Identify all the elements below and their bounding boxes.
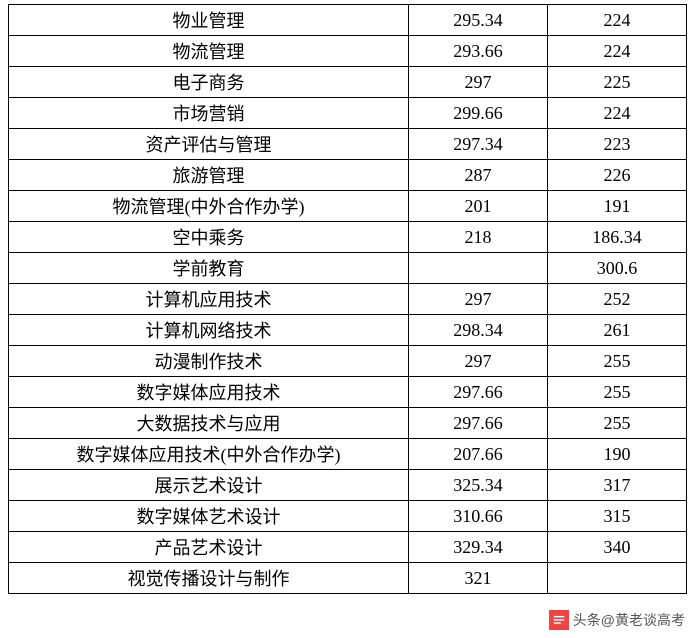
cell-major-name: 物流管理(中外合作办学) bbox=[9, 191, 409, 222]
cell-value-1: 297.66 bbox=[409, 408, 548, 439]
cell-value-1: 297 bbox=[409, 67, 548, 98]
cell-value-2: 224 bbox=[548, 5, 687, 36]
table-row: 计算机网络技术298.34261 bbox=[9, 315, 687, 346]
cell-value-1: 297.66 bbox=[409, 377, 548, 408]
cell-value-2: 190 bbox=[548, 439, 687, 470]
cell-major-name: 市场营销 bbox=[9, 98, 409, 129]
cell-value-2 bbox=[548, 563, 687, 594]
cell-value-2: 261 bbox=[548, 315, 687, 346]
table-row: 空中乘务218186.34 bbox=[9, 222, 687, 253]
table-row: 旅游管理287226 bbox=[9, 160, 687, 191]
cell-value-1: 321 bbox=[409, 563, 548, 594]
cell-value-2: 317 bbox=[548, 470, 687, 501]
watermark: 头条@黄老谈高考 bbox=[549, 610, 685, 630]
cell-major-name: 数字媒体应用技术(中外合作办学) bbox=[9, 439, 409, 470]
table-row: 物流管理(中外合作办学)201191 bbox=[9, 191, 687, 222]
cell-value-1: 298.34 bbox=[409, 315, 548, 346]
cell-major-name: 展示艺术设计 bbox=[9, 470, 409, 501]
cell-value-2: 255 bbox=[548, 377, 687, 408]
cell-major-name: 动漫制作技术 bbox=[9, 346, 409, 377]
cell-value-2: 255 bbox=[548, 346, 687, 377]
cell-value-1: 218 bbox=[409, 222, 548, 253]
cell-value-2: 186.34 bbox=[548, 222, 687, 253]
cell-major-name: 物流管理 bbox=[9, 36, 409, 67]
cell-major-name: 资产评估与管理 bbox=[9, 129, 409, 160]
cell-value-2: 315 bbox=[548, 501, 687, 532]
cell-value-1: 297.34 bbox=[409, 129, 548, 160]
table-row: 数字媒体应用技术297.66255 bbox=[9, 377, 687, 408]
cell-value-2: 223 bbox=[548, 129, 687, 160]
cell-major-name: 计算机应用技术 bbox=[9, 284, 409, 315]
table-row: 大数据技术与应用297.66255 bbox=[9, 408, 687, 439]
table-row: 数字媒体应用技术(中外合作办学)207.66190 bbox=[9, 439, 687, 470]
table-row: 市场营销299.66224 bbox=[9, 98, 687, 129]
cell-value-1: 293.66 bbox=[409, 36, 548, 67]
cell-value-1: 287 bbox=[409, 160, 548, 191]
table-row: 动漫制作技术297255 bbox=[9, 346, 687, 377]
cell-value-2: 340 bbox=[548, 532, 687, 563]
cell-value-1: 295.34 bbox=[409, 5, 548, 36]
table-row: 物流管理293.66224 bbox=[9, 36, 687, 67]
table-row: 物业管理295.34224 bbox=[9, 5, 687, 36]
cell-major-name: 计算机网络技术 bbox=[9, 315, 409, 346]
table-row: 展示艺术设计325.34317 bbox=[9, 470, 687, 501]
cell-major-name: 数字媒体艺术设计 bbox=[9, 501, 409, 532]
cell-value-1: 310.66 bbox=[409, 501, 548, 532]
score-table: 物业管理295.34224物流管理293.66224电子商务297225市场营销… bbox=[8, 4, 687, 594]
cell-value-1: 329.34 bbox=[409, 532, 548, 563]
table-row: 视觉传播设计与制作321 bbox=[9, 563, 687, 594]
cell-value-1: 207.66 bbox=[409, 439, 548, 470]
cell-major-name: 产品艺术设计 bbox=[9, 532, 409, 563]
cell-value-2: 224 bbox=[548, 36, 687, 67]
cell-major-name: 大数据技术与应用 bbox=[9, 408, 409, 439]
cell-value-2: 226 bbox=[548, 160, 687, 191]
cell-value-2: 300.6 bbox=[548, 253, 687, 284]
table-row: 产品艺术设计329.34340 bbox=[9, 532, 687, 563]
cell-major-name: 旅游管理 bbox=[9, 160, 409, 191]
cell-value-1: 299.66 bbox=[409, 98, 548, 129]
cell-value-1 bbox=[409, 253, 548, 284]
cell-major-name: 学前教育 bbox=[9, 253, 409, 284]
cell-major-name: 空中乘务 bbox=[9, 222, 409, 253]
cell-value-1: 201 bbox=[409, 191, 548, 222]
cell-value-2: 255 bbox=[548, 408, 687, 439]
table-row: 电子商务297225 bbox=[9, 67, 687, 98]
table-row: 资产评估与管理297.34223 bbox=[9, 129, 687, 160]
cell-value-2: 252 bbox=[548, 284, 687, 315]
cell-value-2: 224 bbox=[548, 98, 687, 129]
cell-value-2: 225 bbox=[548, 67, 687, 98]
cell-value-1: 325.34 bbox=[409, 470, 548, 501]
toutiao-icon bbox=[549, 610, 569, 630]
cell-major-name: 视觉传播设计与制作 bbox=[9, 563, 409, 594]
score-table-container: 物业管理295.34224物流管理293.66224电子商务297225市场营销… bbox=[0, 0, 695, 598]
cell-value-2: 191 bbox=[548, 191, 687, 222]
cell-major-name: 物业管理 bbox=[9, 5, 409, 36]
cell-value-1: 297 bbox=[409, 284, 548, 315]
table-row: 学前教育 300.6 bbox=[9, 253, 687, 284]
table-row: 计算机应用技术297252 bbox=[9, 284, 687, 315]
table-row: 数字媒体艺术设计310.66315 bbox=[9, 501, 687, 532]
cell-major-name: 电子商务 bbox=[9, 67, 409, 98]
cell-major-name: 数字媒体应用技术 bbox=[9, 377, 409, 408]
cell-value-1: 297 bbox=[409, 346, 548, 377]
score-table-body: 物业管理295.34224物流管理293.66224电子商务297225市场营销… bbox=[9, 5, 687, 594]
watermark-text: 头条@黄老谈高考 bbox=[573, 610, 685, 630]
